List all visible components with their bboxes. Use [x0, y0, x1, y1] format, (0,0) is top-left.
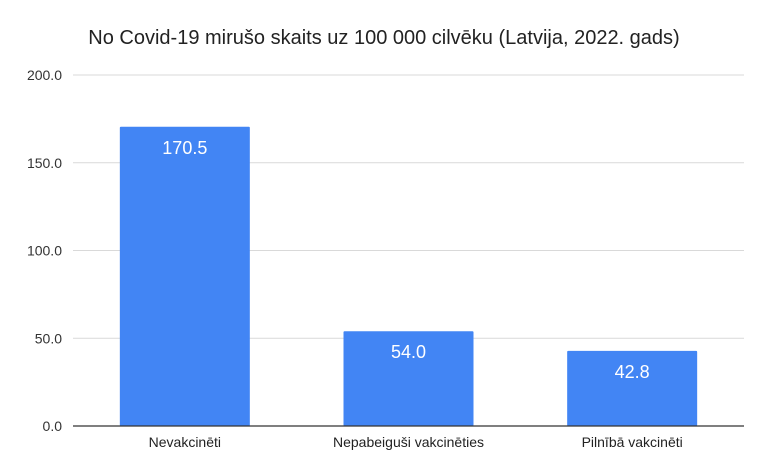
- y-tick-label: 150.0: [27, 155, 62, 171]
- x-tick-label: Pilnībā vakcinēti: [582, 434, 683, 450]
- y-tick-label: 200.0: [27, 67, 62, 83]
- y-tick-label: 0.0: [43, 418, 63, 434]
- data-label: 42.8: [615, 362, 650, 382]
- bar: [343, 331, 474, 426]
- data-label: 170.5: [162, 138, 207, 158]
- y-tick-label: 50.0: [35, 330, 62, 346]
- chart-title: No Covid-19 mirušo skaits uz 100 000 cil…: [88, 27, 680, 49]
- data-label: 54.0: [391, 342, 426, 362]
- x-tick-label: Nevakcinēti: [149, 434, 221, 450]
- bar: [119, 126, 250, 427]
- x-tick-label: Nepabeiguši vakcinēties: [333, 434, 484, 450]
- y-tick-label: 100.0: [27, 243, 62, 259]
- bar: [567, 350, 698, 426]
